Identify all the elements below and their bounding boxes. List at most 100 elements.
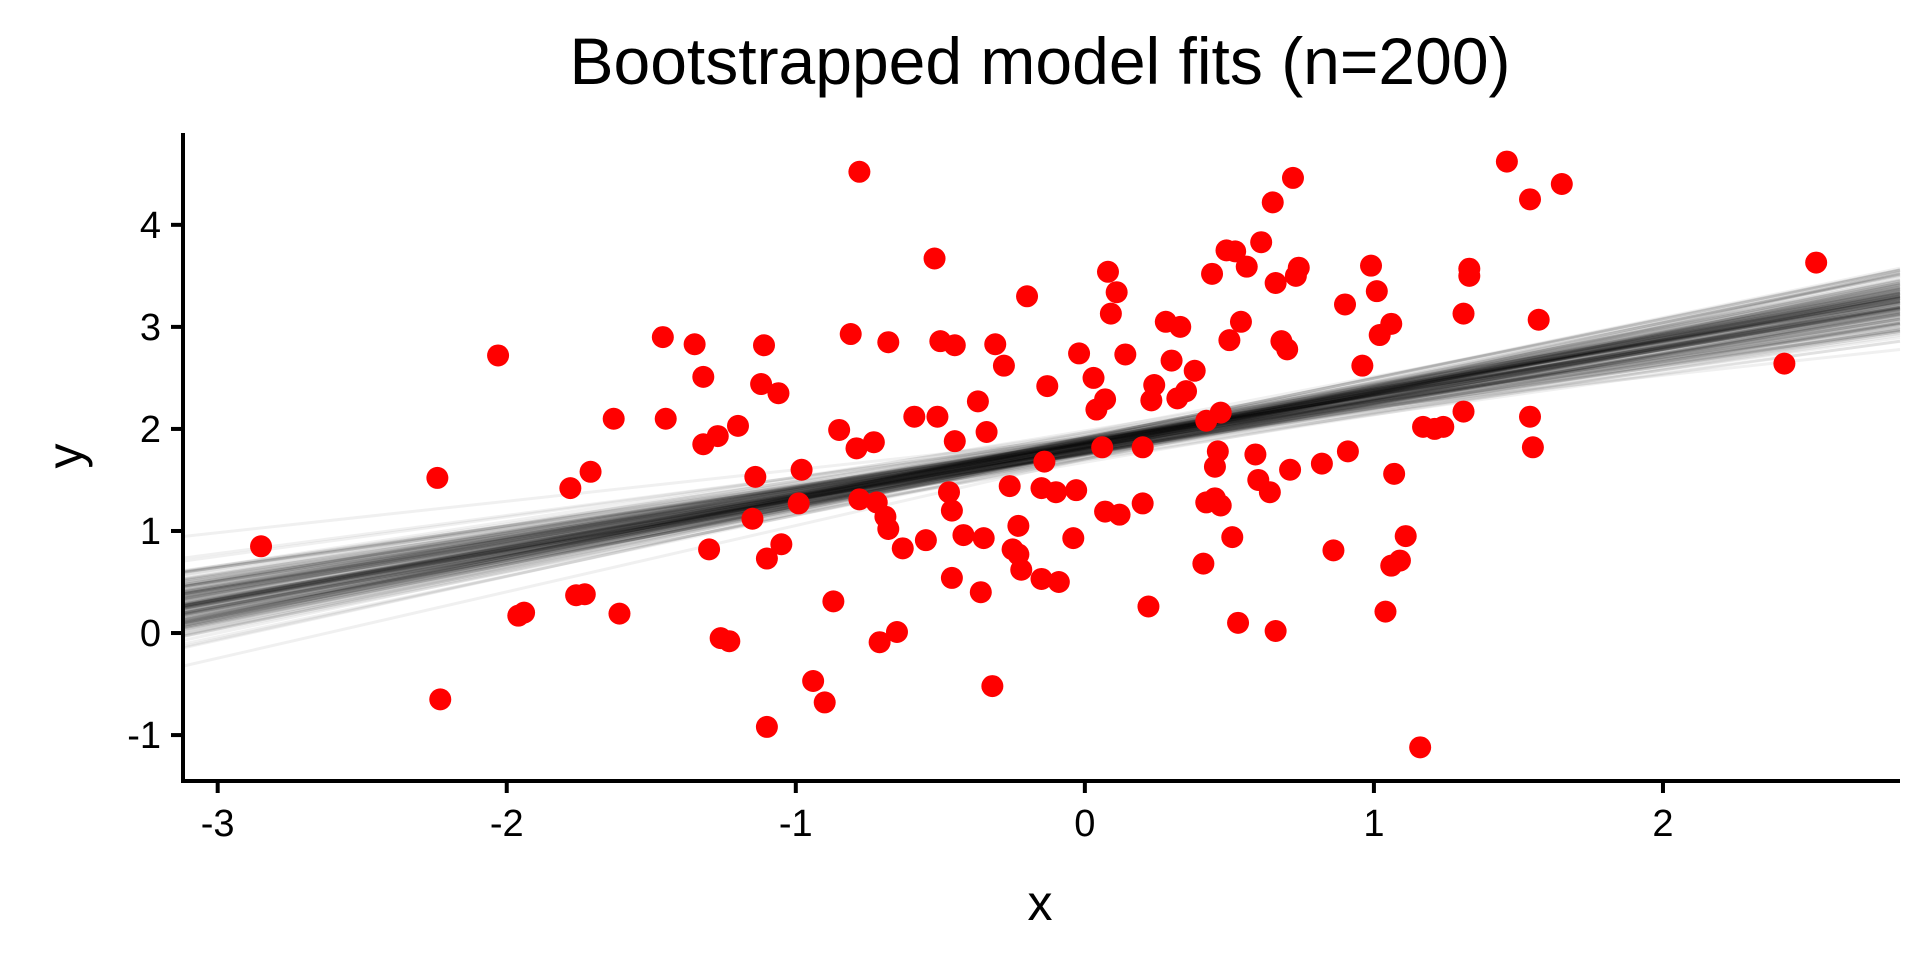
bootstrap-fit-line xyxy=(182,300,1901,588)
data-point xyxy=(1143,374,1166,397)
x-axis-ticks: -3 -2 -1 0 1 2 xyxy=(201,781,1674,845)
bootstrap-fit-line xyxy=(182,292,1901,607)
data-point xyxy=(790,458,813,481)
data-point xyxy=(1374,600,1397,623)
bootstrap-fit-line xyxy=(182,285,1901,615)
data-point xyxy=(1261,191,1284,214)
data-point xyxy=(1276,338,1299,361)
data-point xyxy=(1550,173,1573,196)
x-tick-label: -1 xyxy=(779,803,813,845)
data-point xyxy=(1033,450,1056,473)
data-point xyxy=(602,407,625,430)
data-point xyxy=(891,537,914,560)
data-point xyxy=(706,425,729,448)
data-point xyxy=(1209,494,1232,517)
bootstrap-fit-line xyxy=(182,307,1901,592)
data-point xyxy=(1044,481,1067,504)
data-point xyxy=(1334,293,1357,316)
data-point xyxy=(914,529,937,552)
axes: -3 -2 -1 0 1 2 -1 0 1 2 3 4 xyxy=(127,133,1900,845)
data-point xyxy=(992,354,1015,377)
data-point xyxy=(1322,539,1345,562)
data-point xyxy=(885,621,908,644)
bootstrap-fit-line xyxy=(182,283,1901,616)
bootstrap-fit-line xyxy=(182,298,1901,592)
data-point xyxy=(750,373,773,396)
data-point xyxy=(1264,272,1287,295)
bootstrap-fit-line xyxy=(182,325,1901,563)
data-point xyxy=(1229,310,1252,333)
data-point xyxy=(770,533,793,556)
bootstrap-fit-line xyxy=(182,306,1901,588)
data-point xyxy=(1388,549,1411,572)
data-point xyxy=(1380,312,1403,335)
data-point xyxy=(1201,262,1224,285)
data-point xyxy=(426,466,449,489)
data-point xyxy=(1016,285,1039,308)
bootstrap-fit-line xyxy=(182,295,1901,581)
data-point xyxy=(1527,308,1550,331)
data-point xyxy=(755,547,778,570)
data-point xyxy=(1224,240,1247,263)
data-point xyxy=(654,407,677,430)
data-point xyxy=(698,538,721,561)
data-point xyxy=(943,334,966,357)
data-point xyxy=(726,414,749,437)
y-axis-label: y xyxy=(37,444,93,469)
bootstrap-fit-line xyxy=(182,312,1901,583)
data-point xyxy=(845,437,868,460)
data-point xyxy=(1062,527,1085,550)
bootstrap-fit-line xyxy=(182,329,1901,560)
data-point xyxy=(1227,611,1250,634)
data-point xyxy=(1036,375,1059,398)
bootstrap-fit-line xyxy=(182,305,1901,596)
y-tick-label: 0 xyxy=(140,613,161,655)
bootstrap-fit-line xyxy=(182,294,1901,608)
bootstrap-fit-line xyxy=(182,296,1901,601)
bootstrap-fit-line xyxy=(182,309,1901,587)
data-point xyxy=(1183,359,1206,382)
data-point xyxy=(1047,571,1070,594)
bootstrap-fit-line xyxy=(182,317,1901,585)
data-point xyxy=(1030,567,1053,590)
bootstrap-fit-line xyxy=(182,273,1901,622)
bootstrap-fit-line xyxy=(182,299,1901,596)
data-points xyxy=(250,150,1828,759)
data-point xyxy=(839,323,862,346)
bootstrap-fit-line xyxy=(182,320,1901,582)
data-point xyxy=(1521,436,1544,459)
bootstrap-fit-line xyxy=(182,297,1901,597)
data-point xyxy=(1175,380,1198,403)
data-point xyxy=(926,405,949,428)
data-point xyxy=(1137,595,1160,618)
data-point xyxy=(787,492,810,515)
bootstrap-fit-line xyxy=(182,300,1901,582)
bootstrap-fit-line xyxy=(182,306,1901,589)
bootstrap-fit-line xyxy=(182,274,1901,608)
data-point xyxy=(952,524,975,547)
bootstrap-fit-line xyxy=(182,290,1901,610)
data-point xyxy=(938,481,961,504)
data-point xyxy=(559,477,582,500)
data-point xyxy=(1007,514,1030,537)
bootstrap-fit-line xyxy=(182,291,1901,606)
x-tick-label: 0 xyxy=(1074,803,1095,845)
data-point xyxy=(1432,415,1455,438)
data-point xyxy=(1068,342,1091,365)
data-point xyxy=(692,365,715,388)
bootstrap-fit-line xyxy=(182,294,1901,606)
data-point xyxy=(923,247,946,270)
data-point xyxy=(741,507,764,530)
data-point xyxy=(429,688,452,711)
data-point xyxy=(1394,525,1417,548)
data-point xyxy=(1218,329,1241,352)
bootstrap-fit-line xyxy=(182,308,1901,589)
y-tick-label: -1 xyxy=(127,715,161,757)
data-point xyxy=(1281,166,1304,189)
x-axis-label: x xyxy=(1028,875,1053,931)
data-point xyxy=(1094,388,1117,411)
bootstrap-fit-line xyxy=(182,298,1901,603)
bootstrap-fit-line xyxy=(182,306,1901,593)
bootstrap-fit-line xyxy=(182,269,1901,625)
